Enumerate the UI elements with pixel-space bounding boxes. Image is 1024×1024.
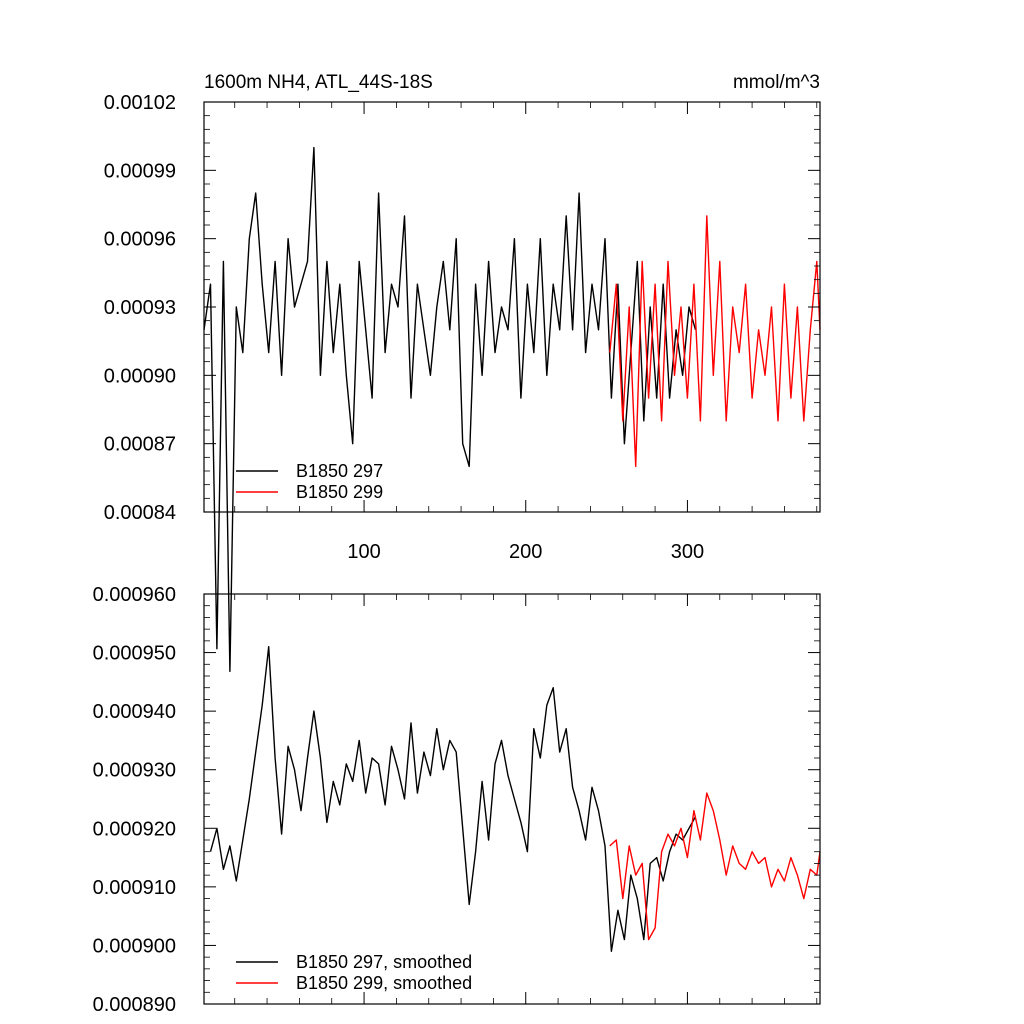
bottom-ytick-label: 0.000930 (93, 760, 176, 782)
bottom-series-line-1 (609, 792, 821, 941)
top-xtick-label: 200 (509, 541, 542, 563)
bottom-ytick-label: 0.000960 (93, 584, 176, 606)
top-ytick-label: 0.00087 (104, 434, 176, 456)
bottom-ytick-label: 0.000900 (93, 935, 176, 957)
top-legend-label-299: B1850 299 (296, 482, 383, 502)
bottom-series-line-0 (209, 646, 697, 952)
top-series-group (203, 146, 821, 673)
top-panel: 1600m NH4, ATL_44S-18S mmol/m^3 0.000840… (104, 72, 821, 673)
bottom-legend-label-297: B1850 297, smoothed (296, 952, 472, 972)
bottom-legend: B1850 297, smoothed B1850 299, smoothed (236, 952, 472, 993)
bottom-ytick-label: 0.000920 (93, 818, 176, 840)
top-axes: 0.00084 0.00087 0.00090 0.00093 0.00096 0.000… (104, 92, 820, 563)
top-panel-units: mmol/m^3 (733, 72, 820, 93)
bottom-ytick-label: 0.000940 (93, 701, 176, 723)
top-panel-title: 1600m NH4, ATL_44S-18S (204, 72, 433, 93)
top-xtick-label: 300 (671, 541, 704, 563)
top-xtick-label: 100 (347, 541, 380, 563)
bottom-plot-frame (203, 593, 821, 1005)
bottom-series-group (209, 646, 821, 952)
top-ytick-label: 0.00084 (104, 502, 176, 524)
bottom-legend-label-299: B1850 299, smoothed (296, 973, 472, 993)
top-series-line-1 (609, 215, 821, 468)
bottom-ytick-label: 0.000910 (93, 877, 176, 899)
bottom-ytick-label: 0.000890 (93, 994, 176, 1016)
top-plot-frame (203, 101, 821, 513)
top-ytick-label: 0.00090 (104, 365, 176, 387)
bottom-panel: 0.000890 0.000900 0.000910 0.000920 0.000930… (93, 584, 821, 1016)
top-ytick-label: 0.00096 (104, 229, 176, 251)
top-series-line-0 (203, 146, 697, 673)
bottom-axes: 0.000890 0.000900 0.000910 0.000920 0.000930… (93, 584, 820, 1016)
top-ytick-label: 0.00093 (104, 297, 176, 319)
bottom-ytick-label: 0.000950 (93, 643, 176, 665)
top-ytick-label: 0.00102 (104, 92, 176, 114)
top-legend-label-297: B1850 297 (296, 461, 383, 481)
top-legend: B1850 297 B1850 299 (236, 461, 383, 502)
top-ytick-label: 0.00099 (104, 160, 176, 182)
